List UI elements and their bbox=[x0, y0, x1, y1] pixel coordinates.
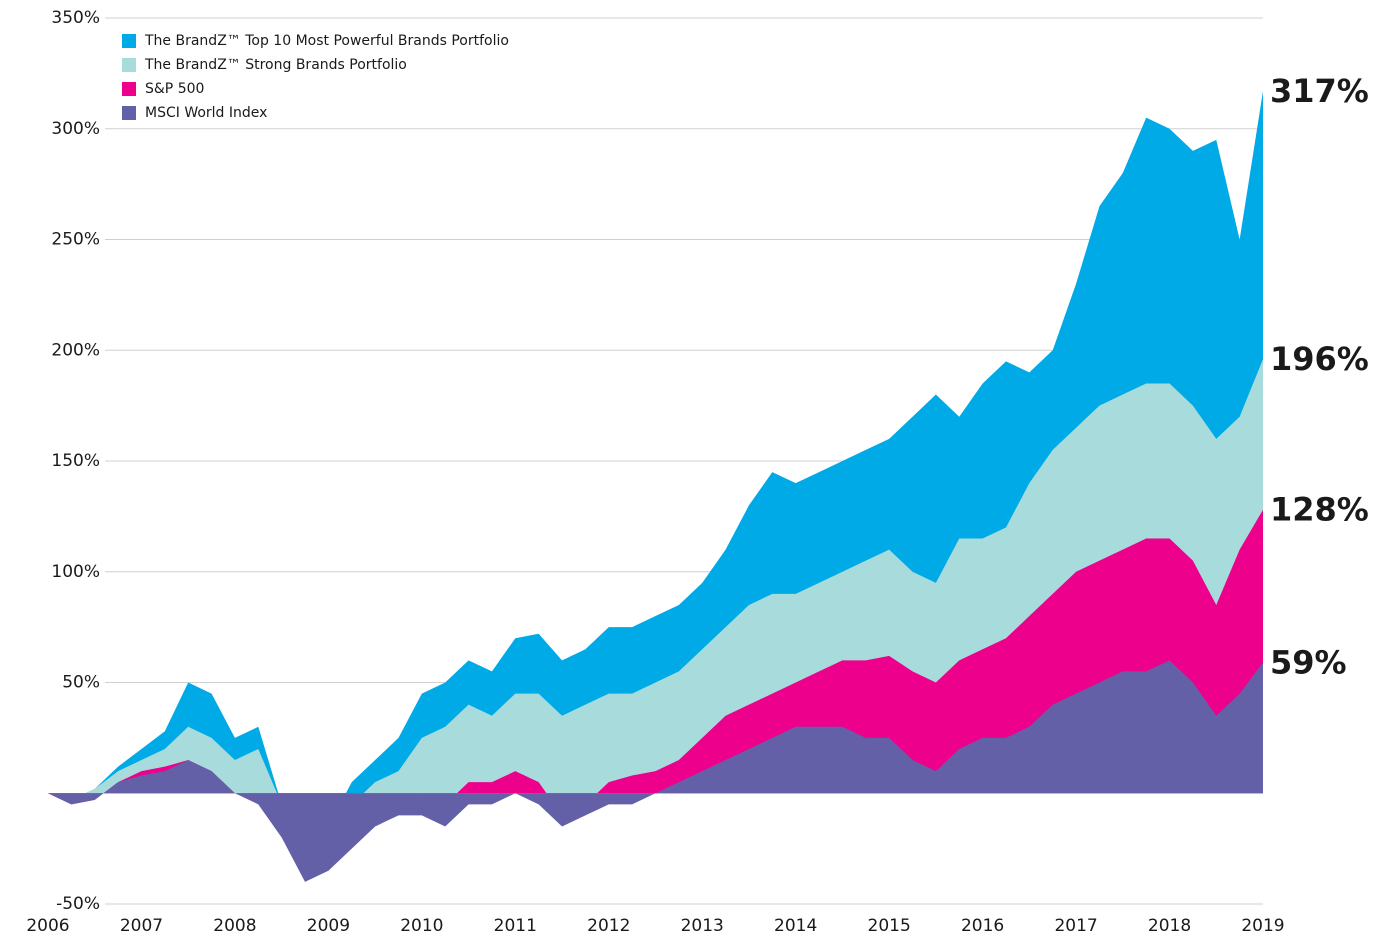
y-tick-label: 250% bbox=[51, 230, 100, 250]
x-tick-label: 2017 bbox=[1054, 916, 1097, 935]
y-tick-label: 150% bbox=[51, 451, 100, 471]
x-tick-label: 2007 bbox=[120, 916, 163, 935]
legend-label: MSCI World Index bbox=[145, 105, 267, 121]
y-tick-label: 100% bbox=[51, 562, 100, 582]
x-tick-label: 2018 bbox=[1148, 916, 1191, 935]
legend-swatch bbox=[122, 106, 136, 120]
end-label: 317% bbox=[1270, 72, 1369, 110]
y-tick-label: 300% bbox=[51, 119, 100, 139]
end-label: 196% bbox=[1270, 340, 1369, 378]
end-label: 128% bbox=[1270, 491, 1369, 529]
legend-swatch bbox=[122, 58, 136, 72]
area bbox=[48, 660, 1263, 882]
legend-label: S&P 500 bbox=[145, 81, 204, 97]
legend-swatch bbox=[122, 82, 136, 96]
x-tick-label: 2013 bbox=[681, 916, 724, 935]
x-tick-label: 2011 bbox=[494, 916, 537, 935]
legend-label: The BrandZ™ Top 10 Most Powerful Brands … bbox=[144, 33, 509, 49]
legend-swatch bbox=[122, 34, 136, 48]
y-tick-label: 50% bbox=[62, 673, 100, 693]
x-tick-label: 2009 bbox=[307, 916, 350, 935]
x-tick-label: 2016 bbox=[961, 916, 1004, 935]
x-tick-label: 2012 bbox=[587, 916, 630, 935]
legend-label: The BrandZ™ Strong Brands Portfolio bbox=[144, 57, 407, 73]
x-tick-label: 2019 bbox=[1241, 916, 1284, 935]
y-tick-label: 200% bbox=[51, 340, 100, 360]
y-tick-label: -50% bbox=[56, 894, 100, 914]
x-tick-label: 2015 bbox=[868, 916, 911, 935]
x-tick-label: 2006 bbox=[26, 916, 69, 935]
x-tick-label: 2010 bbox=[400, 916, 443, 935]
x-tick-label: 2014 bbox=[774, 916, 817, 935]
end-label: 59% bbox=[1270, 644, 1347, 682]
y-tick-label: 350% bbox=[51, 8, 100, 28]
x-tick-label: 2008 bbox=[213, 916, 256, 935]
